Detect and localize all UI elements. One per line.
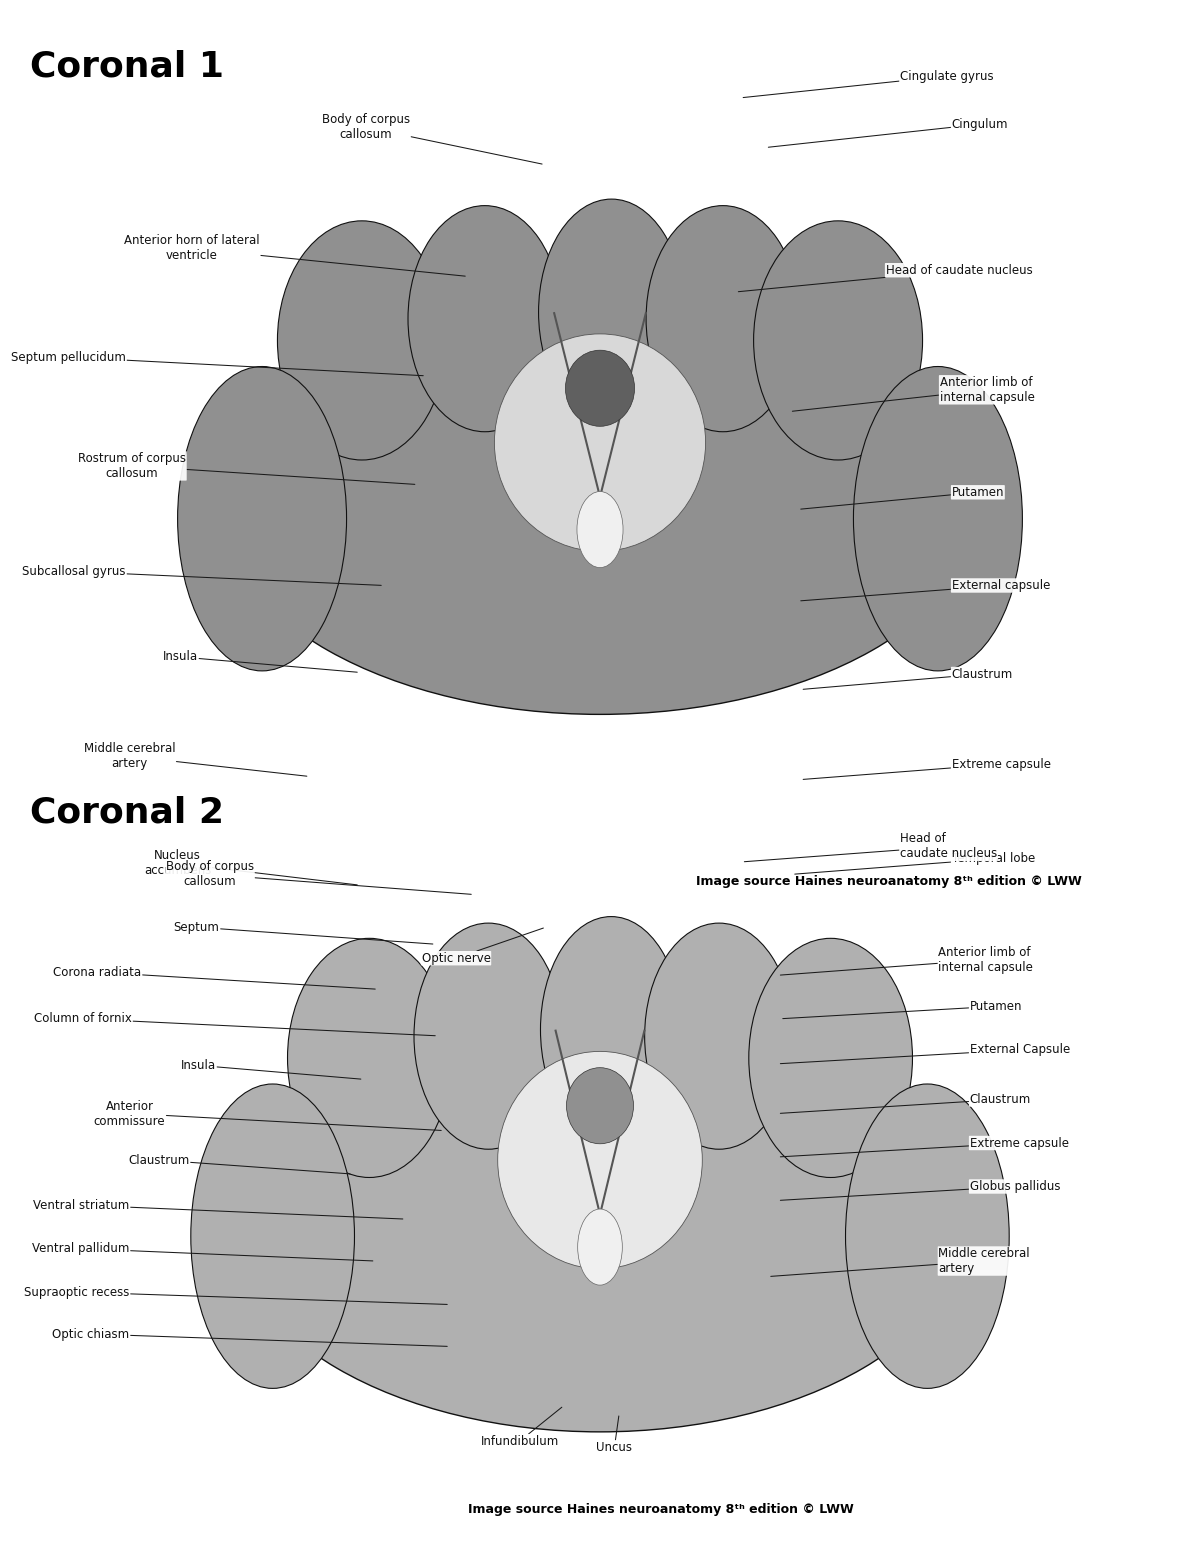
Text: Head of caudate nucleus: Head of caudate nucleus	[738, 264, 1032, 292]
Text: Optic chiasm: Optic chiasm	[53, 1328, 448, 1346]
Text: Middle cerebral
artery: Middle cerebral artery	[770, 1247, 1030, 1277]
Ellipse shape	[749, 938, 912, 1177]
Text: Head of
caudate nucleus: Head of caudate nucleus	[744, 832, 997, 862]
Ellipse shape	[178, 367, 347, 671]
Text: Middle cerebral
artery: Middle cerebral artery	[84, 742, 307, 776]
Text: Septum: Septum	[174, 921, 433, 944]
Ellipse shape	[494, 334, 706, 551]
Text: Corona radiata: Corona radiata	[54, 966, 376, 989]
Text: Cingulate gyrus: Cingulate gyrus	[743, 70, 994, 98]
Text: Globus pallidus: Globus pallidus	[780, 1180, 1060, 1200]
Ellipse shape	[539, 199, 684, 426]
Ellipse shape	[565, 349, 635, 427]
Text: Cingulum: Cingulum	[768, 118, 1008, 148]
Text: Anterior limb of
internal capsule: Anterior limb of internal capsule	[792, 376, 1034, 412]
Ellipse shape	[754, 221, 923, 460]
Text: Subcallosal gyrus: Subcallosal gyrus	[23, 565, 382, 585]
Ellipse shape	[277, 221, 446, 460]
Text: Ventral striatum: Ventral striatum	[34, 1199, 403, 1219]
Text: Anterior limb of
internal capsule: Anterior limb of internal capsule	[780, 946, 1033, 975]
Text: Anterior horn of lateral
ventricle: Anterior horn of lateral ventricle	[124, 235, 466, 276]
Text: Image source Haines neuroanatomy 8ᵗʰ edition © LWW: Image source Haines neuroanatomy 8ᵗʰ edi…	[468, 1503, 853, 1516]
Ellipse shape	[577, 491, 623, 568]
Ellipse shape	[498, 1051, 702, 1269]
Text: Putamen: Putamen	[782, 1000, 1022, 1019]
Ellipse shape	[646, 205, 799, 432]
Ellipse shape	[414, 922, 563, 1149]
Text: Infundibulum: Infundibulum	[480, 1407, 562, 1447]
Text: Extreme capsule: Extreme capsule	[803, 758, 1051, 780]
Text: Claustrum: Claustrum	[803, 668, 1013, 690]
Text: Uncus: Uncus	[596, 1416, 632, 1454]
Text: Putamen: Putamen	[800, 486, 1004, 509]
Text: Temporal lobe: Temporal lobe	[794, 853, 1034, 874]
Ellipse shape	[288, 938, 451, 1177]
Ellipse shape	[846, 1084, 1009, 1388]
Text: Coronal 2: Coronal 2	[30, 795, 224, 829]
Ellipse shape	[566, 1068, 634, 1143]
Text: Optic nerve: Optic nerve	[421, 929, 544, 964]
Text: Supraoptic recess: Supraoptic recess	[24, 1286, 448, 1305]
Ellipse shape	[216, 280, 984, 714]
Ellipse shape	[644, 922, 793, 1149]
Text: Rostrum of corpus
callosum: Rostrum of corpus callosum	[78, 452, 415, 485]
Text: Nucleus
accumbens: Nucleus accumbens	[144, 849, 358, 885]
Text: External capsule: External capsule	[800, 579, 1050, 601]
Text: Ventral pallidum: Ventral pallidum	[32, 1242, 373, 1261]
Text: Body of corpus
callosum: Body of corpus callosum	[166, 860, 472, 895]
Text: Coronal 1: Coronal 1	[30, 50, 224, 84]
Text: Body of corpus
callosum: Body of corpus callosum	[322, 113, 542, 165]
Ellipse shape	[228, 997, 972, 1432]
Text: Septum pellucidum: Septum pellucidum	[11, 351, 424, 376]
Text: Claustrum: Claustrum	[128, 1154, 350, 1174]
Ellipse shape	[191, 1084, 354, 1388]
Text: Claustrum: Claustrum	[780, 1093, 1031, 1114]
Ellipse shape	[408, 205, 562, 432]
Ellipse shape	[853, 367, 1022, 671]
Text: Insula: Insula	[181, 1059, 361, 1079]
Text: Extreme capsule: Extreme capsule	[780, 1137, 1068, 1157]
Text: Anterior
commissure: Anterior commissure	[94, 1100, 442, 1131]
Ellipse shape	[540, 916, 682, 1143]
Text: Image source Haines neuroanatomy 8ᵗʰ edition © LWW: Image source Haines neuroanatomy 8ᵗʰ edi…	[696, 876, 1081, 888]
Text: Insula: Insula	[163, 651, 358, 672]
Text: External Capsule: External Capsule	[780, 1044, 1070, 1064]
Text: Column of fornix: Column of fornix	[34, 1013, 436, 1036]
Ellipse shape	[577, 1208, 623, 1286]
